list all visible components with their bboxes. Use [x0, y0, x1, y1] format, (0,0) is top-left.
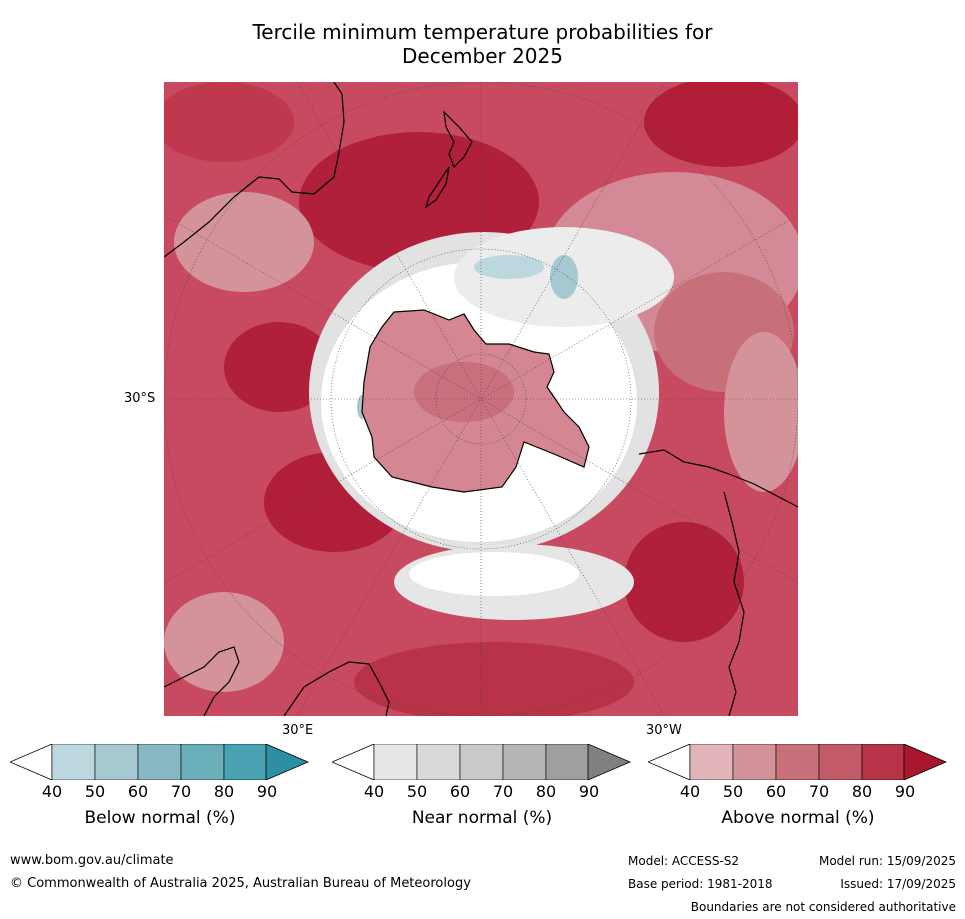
lon-label-west: 30°W: [646, 723, 682, 738]
colorbar-above-bin-80: [861, 744, 906, 780]
probability-map: [164, 82, 798, 716]
patch-below-1: [474, 255, 544, 279]
patch-light-nw: [174, 192, 314, 292]
colorbar-near-label: Near normal (%): [411, 808, 553, 828]
colorbar-below-bin-80: [223, 744, 268, 780]
colorbar-above-label: Above normal (%): [721, 808, 875, 828]
nz-south-island: [424, 166, 450, 209]
colorbar-near: 40 50 60 70 80 90 Near normal (%): [332, 744, 632, 854]
colorbar-near-max-arrow: [587, 744, 632, 780]
colorbar-near-tick-70: 70: [492, 782, 514, 801]
title-line-1: Tercile minimum temperature probabilitie…: [252, 20, 713, 44]
colorbar-above-bin-50: [732, 744, 777, 780]
colorbar-above-bins: [689, 744, 906, 780]
lat-label: 30°S: [124, 391, 156, 406]
colorbar-below-tick-80: 80: [213, 782, 235, 801]
patch-light-e: [724, 332, 798, 492]
colorbar-above-tick-40: 40: [679, 782, 701, 801]
graticule: [164, 82, 798, 716]
colorbar-above-min-arrow: [648, 744, 691, 780]
colorbar-below-ticks: 40 50 60 70 80 90: [10, 782, 310, 804]
colorbar-above-bin-70: [818, 744, 863, 780]
patch-strong-s: [354, 642, 634, 716]
colorbar-below-tick-40: 40: [41, 782, 63, 801]
patch-strong-w: [224, 322, 334, 412]
colorbar-above-tick-90: 90: [894, 782, 916, 801]
colorbar-above-max-arrow: [903, 744, 948, 780]
colorbar-below-tick-90: 90: [256, 782, 278, 801]
colorbar-below-bin-60: [137, 744, 182, 780]
lat-circle-60: [330, 248, 632, 550]
colorbar-above-bin-40: [689, 744, 734, 780]
colorbar-near-bin-70: [502, 744, 547, 780]
south-america-coastline: [638, 449, 798, 716]
lon-label-east: 30°E: [282, 723, 314, 738]
colorbar-below-min-arrow: [10, 744, 53, 780]
colorbar-near-tick-40: 40: [363, 782, 385, 801]
australia-coastline: [164, 82, 345, 258]
colorbar-near-bin-60: [459, 744, 504, 780]
footer-disclaimer: Boundaries are not considered authoritat…: [690, 900, 956, 914]
meridian-d: [296, 82, 666, 716]
colorbar-below-bin-70: [180, 744, 225, 780]
colorbar-below-bin-40: [51, 744, 96, 780]
colorbar-below-tick-70: 70: [170, 782, 192, 801]
colorbar-below-label: Below normal (%): [84, 808, 236, 828]
colorbar-above-tick-60: 60: [765, 782, 787, 801]
colorbar-near-tick-50: 50: [406, 782, 428, 801]
colorbar-above-tick-50: 50: [722, 782, 744, 801]
colorbar-near-graphic: [332, 744, 632, 780]
patch-strong-nw: [164, 82, 294, 162]
patch-light-sw: [164, 592, 284, 692]
colorbar-below-max-arrow: [265, 744, 310, 780]
colorbar-near-bins: [373, 744, 590, 780]
footer-model: Model: ACCESS-S2: [628, 854, 740, 868]
patch-strong-se: [624, 522, 744, 642]
title-line-2: December 2025: [402, 44, 563, 68]
colorbar-near-ticks: 40 50 60 70 80 90: [332, 782, 632, 804]
africa-coastline: [164, 646, 390, 716]
colorbar-below-bins: [51, 744, 268, 780]
colorbar-near-bin-50: [416, 744, 461, 780]
colorbar-below-tick-50: 50: [84, 782, 106, 801]
colorbar-near-tick-90: 90: [578, 782, 600, 801]
nz-north-island: [443, 110, 473, 169]
patch-strong-ne: [644, 82, 798, 167]
colorbar-below-bin-50: [94, 744, 139, 780]
colorbar-above-tick-80: 80: [851, 782, 873, 801]
ring-south-arm-white: [409, 552, 579, 596]
antarctica-patch: [414, 362, 514, 422]
footer-model-run: Model run: 15/09/2025: [818, 854, 956, 868]
colorbar-below-graphic: [10, 744, 310, 780]
lat-circle-80: [435, 353, 527, 445]
antarctica-region: [362, 310, 589, 492]
colorbar-above-tick-70: 70: [808, 782, 830, 801]
footer-copyright: © Commonwealth of Australia 2025, Austra…: [10, 876, 471, 891]
colorbar-near-bin-80: [545, 744, 590, 780]
antarctica-coastline: [361, 309, 590, 493]
patch-below-2: [550, 255, 578, 299]
colorbar-above-bin-60: [775, 744, 820, 780]
colorbar-near-tick-80: 80: [535, 782, 557, 801]
colorbar-below-tick-60: 60: [127, 782, 149, 801]
coastlines: [164, 82, 798, 716]
colorbar-below: 40 50 60 70 80 90 Below normal (%): [10, 744, 310, 854]
footer-url: www.bom.gov.au/climate: [10, 853, 174, 868]
colorbar-near-bin-40: [373, 744, 418, 780]
footer-base-period: Base period: 1981-2018: [628, 877, 773, 891]
colorbar-near-tick-60: 60: [449, 782, 471, 801]
map-title: Tercile minimum temperature probabilitie…: [0, 20, 965, 68]
colorbar-above-ticks: 40 50 60 70 80 90: [648, 782, 948, 804]
colorbar-near-min-arrow: [332, 744, 375, 780]
colorbar-above: 40 50 60 70 80 90 Above normal (%): [648, 744, 948, 854]
colorbar-above-graphic: [648, 744, 948, 780]
footer-issued: Issued: 17/09/2025: [840, 877, 956, 891]
